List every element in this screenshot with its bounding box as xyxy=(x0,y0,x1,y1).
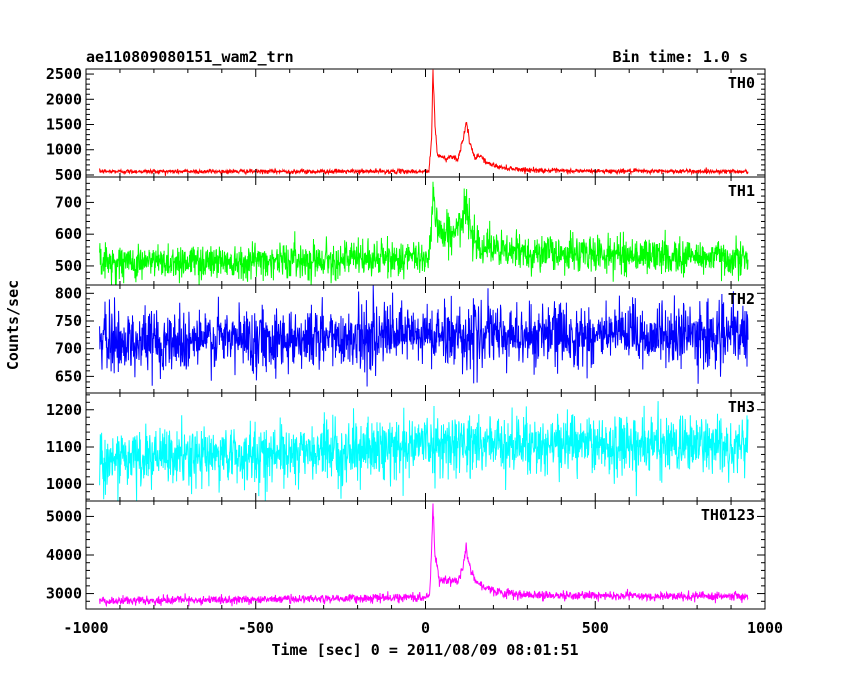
y-tick-label: 650 xyxy=(55,367,82,385)
series-line-th0 xyxy=(99,69,749,177)
bin-time-label: Bin time: 1.0 s xyxy=(613,48,748,66)
x-tick-label: -1000 xyxy=(63,619,108,637)
y-tick-label: 1200 xyxy=(46,401,82,419)
panel-label-th2: TH2 xyxy=(728,290,755,308)
chart-title: ae110809080151_wam2_trn xyxy=(86,48,294,66)
y-tick-label: 700 xyxy=(55,340,82,358)
x-tick-label: 500 xyxy=(582,619,609,637)
series-line-th1 xyxy=(99,181,749,286)
y-axis-label: Counts/sec xyxy=(4,280,22,370)
y-tick-label: 600 xyxy=(55,225,82,243)
y-tick-label: 1100 xyxy=(46,438,82,456)
panel-th2: 650 700 750 800 TH2 xyxy=(55,284,766,394)
y-tick-label: 3000 xyxy=(46,585,82,603)
panel-frame xyxy=(85,68,766,178)
y-tick-label: 500 xyxy=(55,257,82,275)
panel-th0: 500 1000 1500 2000 2500 TH0 xyxy=(46,65,766,184)
panels-group: 500 1000 1500 2000 2500 TH0 500 600 700 TH1 650 700… xyxy=(46,65,783,637)
y-tick-label: 1500 xyxy=(46,116,82,134)
panel-label-th0123: TH0123 xyxy=(701,506,755,524)
y-tick-label: 700 xyxy=(55,193,82,211)
panel-th1: 500 600 700 TH1 xyxy=(55,176,766,286)
y-tick-label: 800 xyxy=(55,284,82,302)
y-tick-label: 2500 xyxy=(46,65,82,83)
x-tick-label: 0 xyxy=(421,619,430,637)
series-line-th2 xyxy=(99,284,749,387)
x-tick-label: -500 xyxy=(238,619,274,637)
y-tick-label: 1000 xyxy=(46,141,82,159)
panel-frame xyxy=(85,500,766,610)
y-tick-label: 750 xyxy=(55,312,82,330)
panel-label-th0: TH0 xyxy=(728,74,755,92)
y-tick-label: 4000 xyxy=(46,546,82,564)
panel-label-th3: TH3 xyxy=(728,398,755,416)
panel-th0123: 3000 4000 5000 TH0123 xyxy=(46,500,766,610)
y-tick-label: 500 xyxy=(55,166,82,184)
y-tick-label: 5000 xyxy=(46,507,82,525)
x-axis-label: Time [sec] 0 = 2011/08/09 08:01:51 xyxy=(271,641,578,659)
y-tick-label: 2000 xyxy=(46,90,82,108)
series-line-th0123 xyxy=(99,503,749,608)
panel-label-th1: TH1 xyxy=(728,182,755,200)
series-line-th3 xyxy=(99,401,749,502)
y-tick-label: 1000 xyxy=(46,475,82,493)
panel-th3: 1000 1100 1200 TH3 xyxy=(46,392,766,502)
x-tick-label: 1000 xyxy=(747,619,783,637)
